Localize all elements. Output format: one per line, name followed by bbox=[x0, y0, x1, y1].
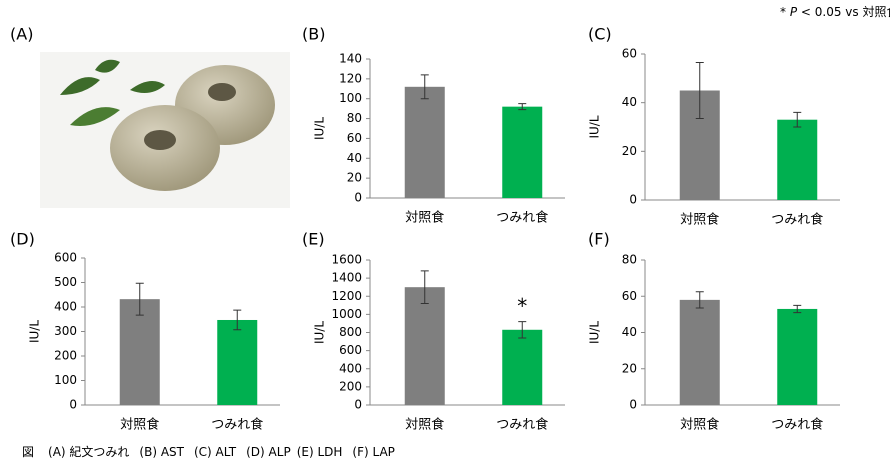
y-tick-label: 20 bbox=[622, 144, 637, 158]
bar bbox=[502, 329, 543, 405]
caption: 図 (A) 紀文つみれ (B) AST (C) ALT (D) ALP (E) LDH (F… bbox=[22, 444, 395, 459]
x-tick-label: つみれ食 bbox=[496, 210, 548, 226]
y-axis-label: IU/L bbox=[588, 321, 602, 344]
significance-mark: * bbox=[517, 294, 527, 318]
photo bbox=[40, 52, 290, 208]
error-bar bbox=[135, 282, 144, 316]
y-tick-label: 100 bbox=[54, 373, 77, 387]
error-bar bbox=[420, 270, 429, 304]
x-tick-label: 対照食 bbox=[120, 417, 159, 433]
caption-part: (D) ALP bbox=[246, 445, 291, 459]
caption-part: (C) ALT bbox=[194, 445, 237, 459]
x-tick-label: 対照食 bbox=[405, 210, 444, 226]
error-bar bbox=[695, 291, 704, 309]
y-axis-label: IU/L bbox=[313, 321, 327, 344]
y-tick-label: 200 bbox=[339, 379, 362, 393]
panel-label: (A) bbox=[10, 25, 33, 44]
y-tick-label: 1400 bbox=[331, 271, 362, 285]
y-tick-label: 60 bbox=[622, 47, 637, 61]
error-bar bbox=[518, 321, 527, 339]
x-tick-label: つみれ食 bbox=[496, 417, 548, 433]
x-tick-label: つみれ食 bbox=[211, 417, 263, 433]
y-tick-label: 80 bbox=[622, 253, 637, 267]
error-bar bbox=[420, 74, 429, 100]
x-tick-label: つみれ食 bbox=[771, 417, 823, 433]
y-tick-label: 100 bbox=[339, 91, 362, 105]
x-tick-label: 対照食 bbox=[405, 417, 444, 433]
footnote-italic: P bbox=[790, 5, 798, 19]
y-tick-label: 600 bbox=[54, 251, 77, 265]
y-tick-label: 1000 bbox=[331, 307, 362, 321]
chart-title: (B) bbox=[302, 25, 325, 44]
y-tick-label: 0 bbox=[354, 398, 362, 412]
caption-part: 図 bbox=[22, 445, 34, 459]
chart-title: (E) bbox=[302, 230, 325, 249]
y-tick-label: 800 bbox=[339, 325, 362, 339]
x-tick-label: 対照食 bbox=[680, 417, 719, 433]
y-tick-label: 80 bbox=[347, 111, 362, 125]
caption-part: (B) AST bbox=[139, 445, 184, 459]
error-bar bbox=[233, 309, 242, 331]
y-tick-label: 0 bbox=[629, 398, 637, 412]
y-tick-label: 120 bbox=[339, 71, 362, 85]
y-tick-label: 500 bbox=[54, 275, 77, 289]
y-axis-label: IU/L bbox=[28, 320, 42, 343]
bar bbox=[502, 106, 543, 198]
y-tick-label: 400 bbox=[54, 300, 77, 314]
bar bbox=[119, 299, 160, 405]
error-bar bbox=[793, 304, 802, 314]
bar bbox=[404, 287, 445, 405]
chart-title: (F) bbox=[588, 230, 610, 249]
footnote-text: < 0.05 vs 対照食 bbox=[801, 4, 890, 19]
y-axis-label: IU/L bbox=[588, 115, 602, 138]
chart-title: (D) bbox=[10, 230, 35, 249]
footnote: * P < 0.05 vs 対照食 bbox=[780, 4, 890, 19]
chart-title: (C) bbox=[588, 25, 612, 44]
y-tick-label: 0 bbox=[629, 193, 637, 207]
error-bar bbox=[518, 103, 527, 111]
y-tick-label: 20 bbox=[622, 361, 637, 375]
caption-part: (F) LAP bbox=[352, 445, 395, 459]
x-tick-label: つみれ食 bbox=[771, 212, 823, 228]
y-tick-label: 0 bbox=[354, 191, 362, 205]
y-tick-label: 20 bbox=[347, 171, 362, 185]
y-tick-label: 60 bbox=[347, 131, 362, 145]
bar bbox=[217, 319, 258, 405]
y-tick-label: 200 bbox=[54, 349, 77, 363]
y-tick-label: 600 bbox=[339, 343, 362, 357]
caption-part: (A) 紀文つみれ bbox=[48, 444, 129, 459]
footnote-mark: * bbox=[780, 5, 786, 19]
y-tick-label: 1600 bbox=[331, 253, 362, 267]
bar bbox=[777, 119, 818, 200]
y-axis-label: IU/L bbox=[313, 117, 327, 140]
y-tick-label: 140 bbox=[339, 52, 362, 66]
error-bar bbox=[695, 62, 704, 119]
y-tick-label: 1200 bbox=[331, 289, 362, 303]
y-tick-label: 400 bbox=[339, 361, 362, 375]
y-tick-label: 0 bbox=[69, 398, 77, 412]
y-tick-label: 300 bbox=[54, 324, 77, 338]
y-tick-label: 60 bbox=[622, 289, 637, 303]
error-bar bbox=[793, 111, 802, 128]
y-tick-label: 40 bbox=[622, 325, 637, 339]
y-tick-label: 40 bbox=[622, 95, 637, 109]
x-tick-label: 対照食 bbox=[680, 212, 719, 228]
bar bbox=[679, 299, 720, 405]
y-tick-label: 40 bbox=[347, 151, 362, 165]
caption-part: (E) LDH bbox=[297, 445, 343, 459]
bar bbox=[777, 308, 818, 405]
bar bbox=[404, 86, 445, 198]
